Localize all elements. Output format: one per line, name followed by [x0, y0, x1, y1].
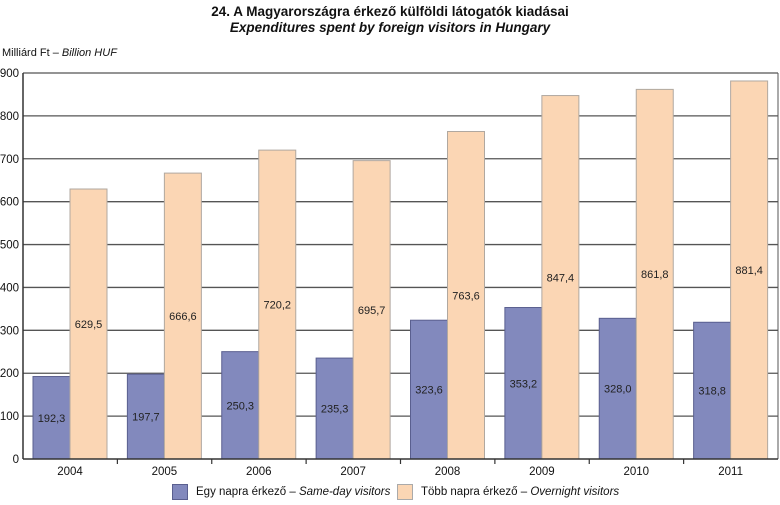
legend-label-hu: Több napra érkező –: [421, 486, 528, 498]
y-tick-label: 200: [0, 368, 19, 380]
bar-overnight: [69, 188, 108, 460]
bar-same-day: [410, 319, 448, 460]
y-tick-label: 400: [0, 282, 19, 294]
bar-overnight: [447, 131, 485, 460]
data-label: 192,3: [38, 413, 66, 425]
y-tick-label: 300: [0, 325, 19, 337]
bar-overnight: [258, 149, 297, 460]
y-axis-label-en: Billion HUF: [61, 47, 117, 59]
y-tick-label: 100: [0, 411, 19, 423]
bar-overnight: [163, 172, 202, 460]
x-tick-label: 2011: [718, 466, 743, 478]
data-label: 323,6: [415, 385, 443, 397]
x-tick-label: 2007: [340, 466, 366, 478]
data-label: 666,6: [169, 311, 197, 323]
data-label: 629,5: [75, 319, 103, 331]
legend-label-en: Overnight visitors: [530, 486, 620, 498]
y-axis-label-hu: Milliárd Ft –: [2, 47, 62, 59]
data-label: 353,2: [510, 378, 538, 390]
legend-item-overnight: Több napra érkező – Overnight visitors: [397, 484, 619, 500]
y-tick-label: 800: [0, 111, 19, 123]
data-label: 328,0: [604, 384, 632, 396]
bar-overnight: [352, 160, 391, 460]
legend-label-hu: Egy napra érkező –: [196, 486, 296, 498]
bar-overnight: [635, 88, 674, 460]
legend-swatch-same-day: [172, 484, 188, 500]
legend-label-en: Same-day visitors: [298, 486, 391, 498]
data-label: 250,3: [226, 400, 254, 412]
data-label: 235,3: [321, 404, 349, 416]
data-label: 695,7: [358, 305, 386, 317]
data-label: 847,4: [547, 272, 575, 284]
data-label: 763,6: [452, 290, 480, 302]
x-tick-label: 2009: [529, 466, 555, 478]
bar-same-day: [221, 351, 260, 460]
data-label: 720,2: [263, 300, 291, 312]
data-label: 197,7: [132, 412, 160, 424]
y-tick-label: 0: [13, 454, 19, 466]
data-label: 861,8: [641, 269, 669, 281]
chart-title: 24. A Magyarországra érkező külföldi lát…: [211, 4, 569, 19]
x-tick-label: 2005: [152, 466, 178, 478]
y-tick-label: 700: [0, 154, 19, 166]
x-tick-label: 2006: [246, 466, 272, 478]
data-label: 318,8: [698, 386, 726, 398]
y-axis-label: Milliárd Ft – Billion HUF: [2, 47, 117, 59]
bar-chart: 0 100 200 300 400 500 600 700 800 900 192,3 629,5 20…: [0, 68, 779, 478]
chart-subtitle: Expenditures spent by foreign visitors i…: [229, 20, 551, 35]
x-tick-label: 2010: [623, 466, 649, 478]
x-tick-label: 2004: [57, 466, 83, 478]
y-tick-label: 500: [0, 240, 19, 252]
y-tick-label: 600: [0, 197, 19, 209]
legend-swatch-overnight: [397, 484, 413, 500]
bar-same-day: [598, 317, 637, 460]
y-tick-label: 900: [0, 68, 19, 80]
legend-item-same-day: Egy napra érkező – Same-day visitors: [172, 484, 390, 500]
bar-same-day: [315, 357, 354, 460]
x-tick-label: 2008: [435, 466, 461, 478]
data-label: 881,4: [735, 265, 763, 277]
